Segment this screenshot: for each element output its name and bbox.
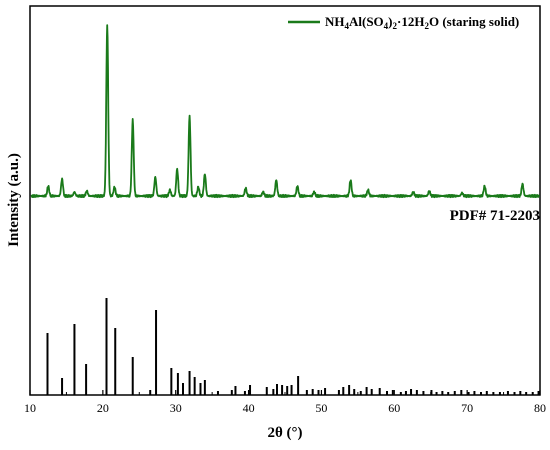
y-axis-title: Intensity (a.u.) bbox=[6, 153, 22, 247]
x-tick-label: 20 bbox=[97, 401, 109, 415]
sample-xrd-pattern-line bbox=[30, 24, 541, 199]
x-tick-label: 40 bbox=[243, 401, 255, 415]
x-tick-label: 30 bbox=[170, 401, 182, 415]
x-tick-label: 80 bbox=[534, 401, 546, 415]
x-tick-marks bbox=[29, 390, 541, 395]
x-axis-title: 2θ (°) bbox=[267, 425, 302, 441]
reference-label: PDF# 71-2203 bbox=[450, 208, 540, 224]
legend: NH4Al(SO4)2·12H2O (staring solid) bbox=[288, 14, 519, 31]
reference-stick-pattern bbox=[46, 298, 540, 395]
x-tick-label: 10 bbox=[24, 401, 36, 415]
x-tick-label: 70 bbox=[461, 401, 473, 415]
x-tick-label: 50 bbox=[315, 401, 327, 415]
x-tick-label: 60 bbox=[388, 401, 400, 415]
x-tick-labels: 10 20 30 40 50 60 70 80 bbox=[24, 401, 546, 415]
legend-label: NH4Al(SO4)2·12H2O (staring solid) bbox=[325, 14, 519, 31]
